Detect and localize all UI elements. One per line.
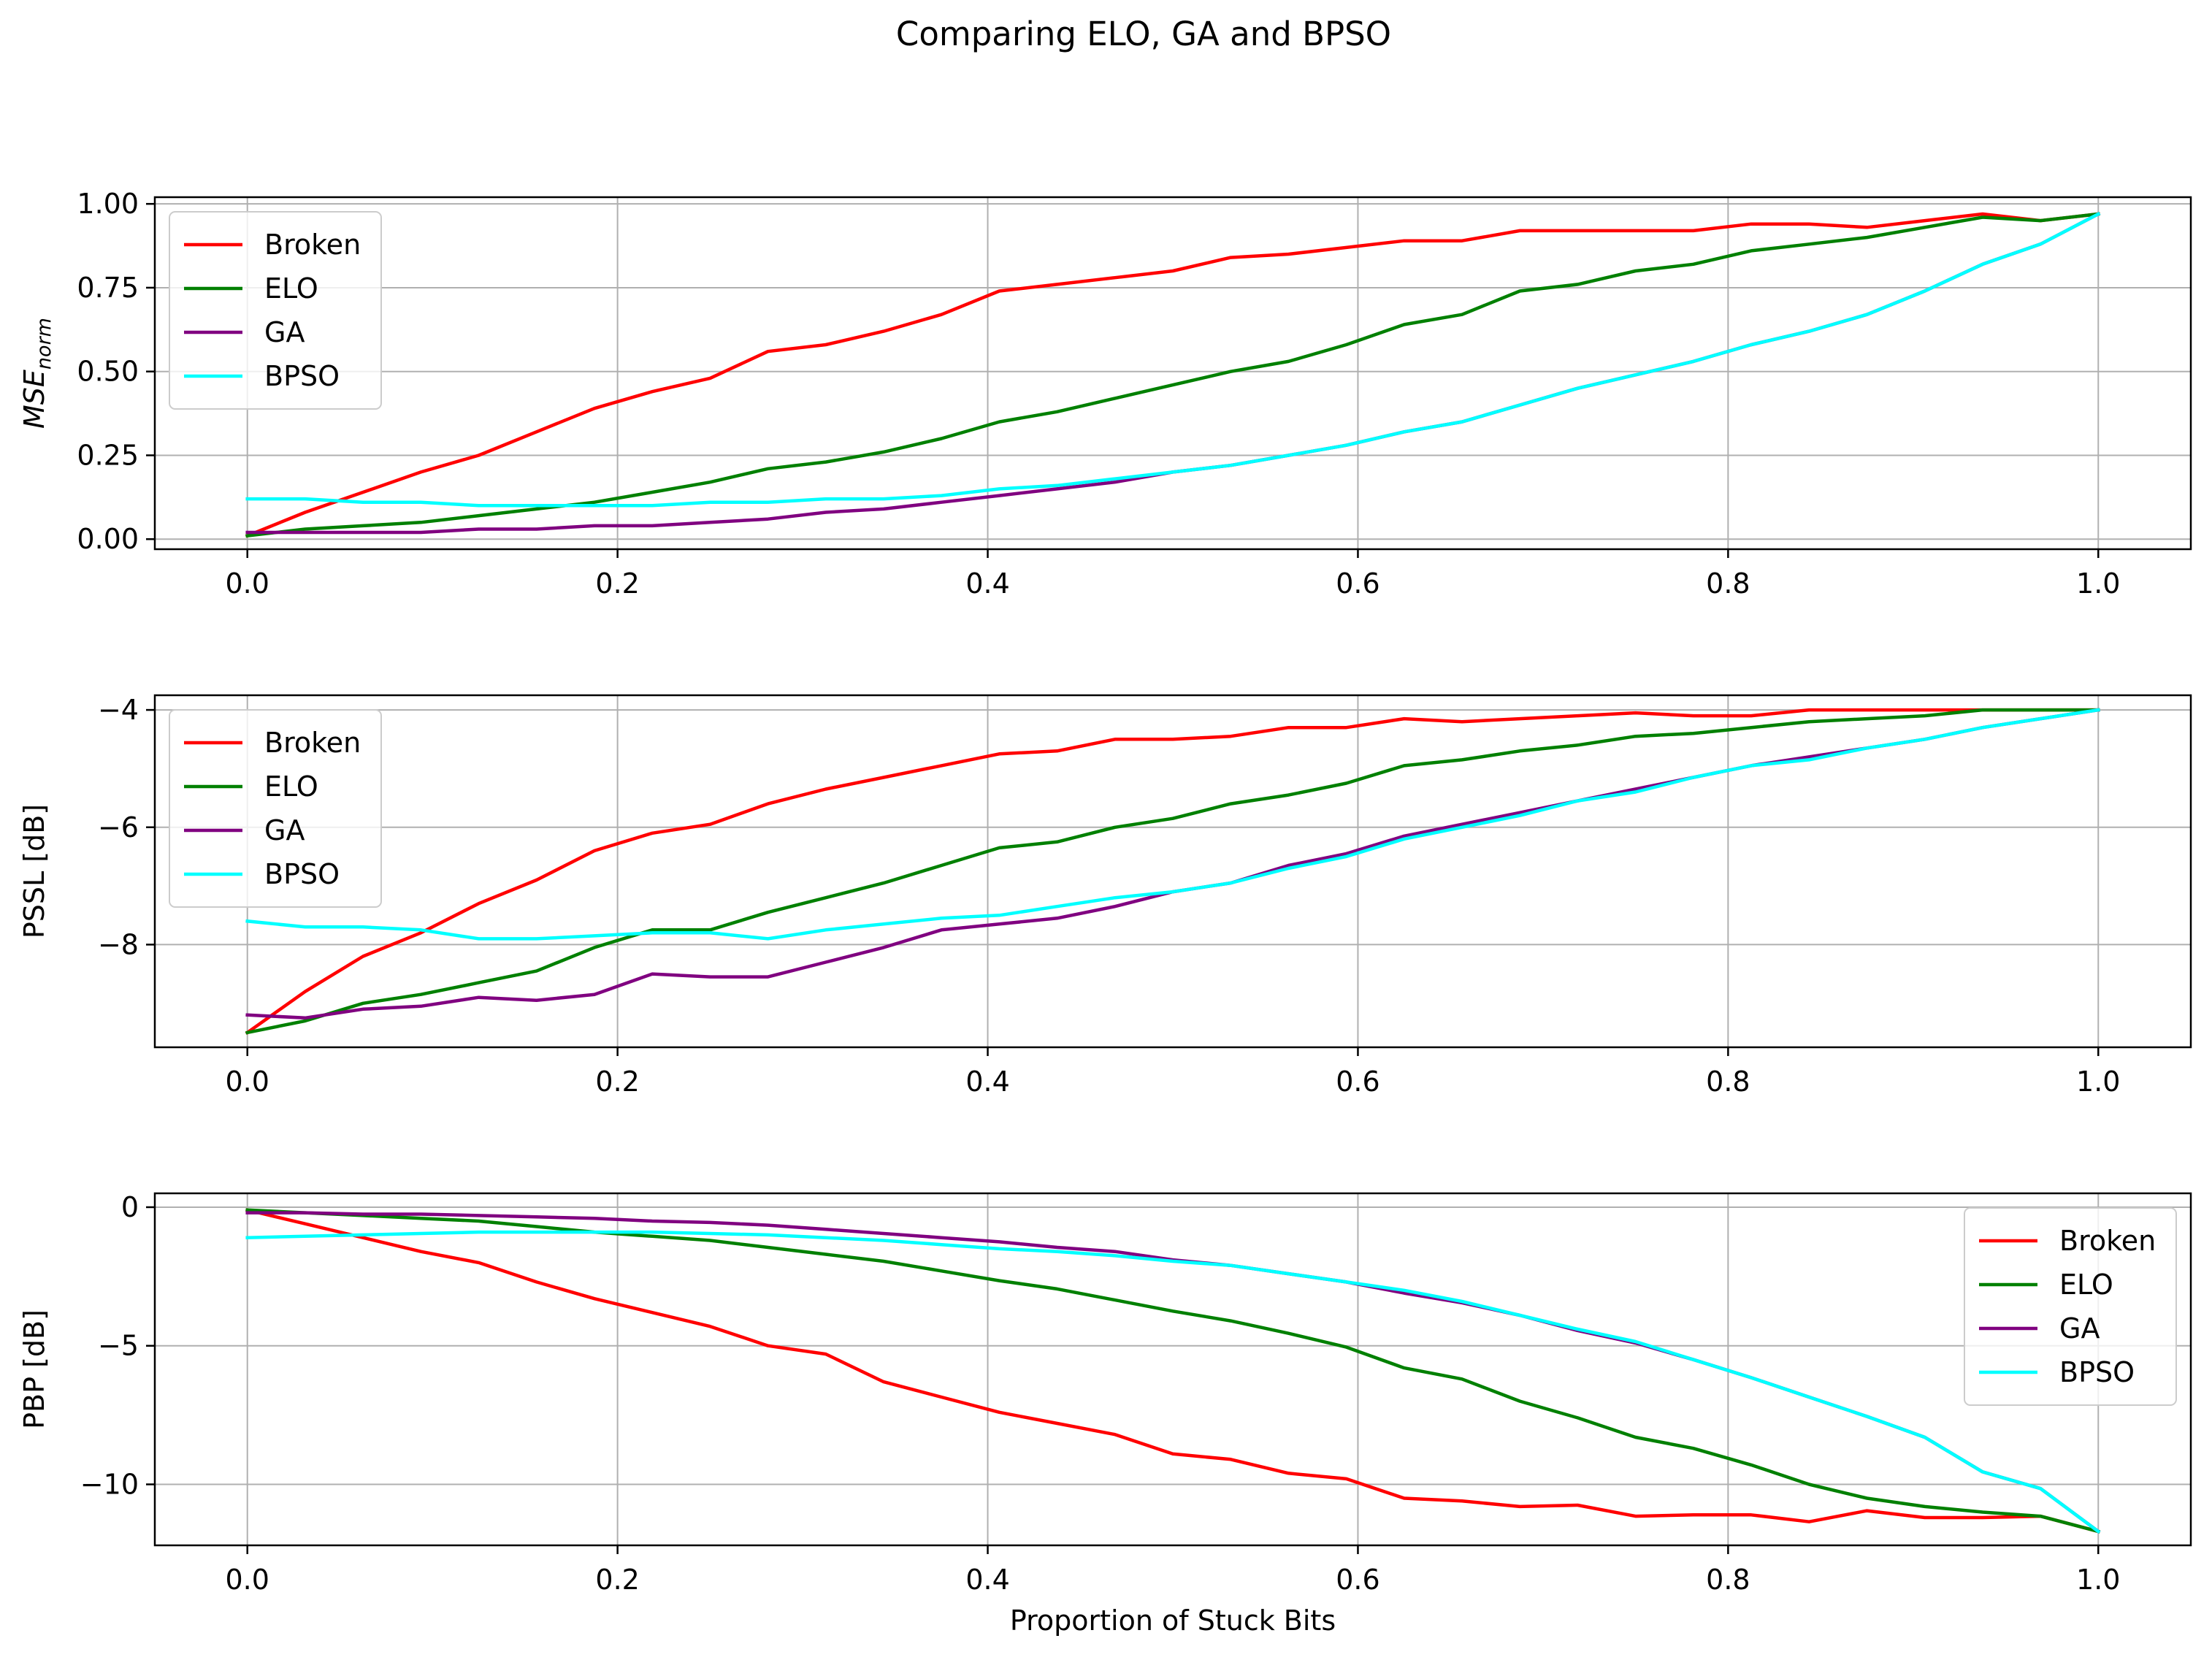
mse-series-group bbox=[245, 211, 2101, 538]
pssl-y-tick-label: −6 bbox=[98, 811, 139, 844]
pbp-legend-box bbox=[1964, 1207, 2177, 1406]
pssl-series-line-bpso bbox=[245, 708, 2100, 941]
mse-y-tick-label: 1.00 bbox=[77, 188, 139, 220]
mse-legend-label: Broken bbox=[264, 229, 361, 261]
pssl-x-tick-label: 0.6 bbox=[1336, 1066, 1379, 1098]
pssl-series-group bbox=[245, 708, 2100, 1036]
pbp-legend-label: GA bbox=[2059, 1312, 2100, 1345]
mse-y-axis-label-subscript: norm bbox=[33, 318, 56, 370]
pssl-series-line-broken bbox=[245, 708, 2100, 1036]
pbp-y-tick-label: −5 bbox=[98, 1330, 139, 1362]
pssl-legend: Broken ELO GA BPSO bbox=[169, 709, 382, 908]
mse-legend-label: GA bbox=[264, 316, 305, 348]
pbp-axes-frame bbox=[153, 1192, 2192, 1547]
pbp-legend-label: BPSO bbox=[2059, 1356, 2135, 1388]
pssl-legend-box bbox=[169, 709, 382, 908]
mse-x-tick-label: 1.0 bbox=[2076, 567, 2120, 600]
pssl-x-tick-label: 1.0 bbox=[2076, 1066, 2120, 1098]
pbp-x-tick-label: 1.0 bbox=[2076, 1564, 2120, 1596]
pssl-series-line-elo bbox=[245, 708, 2100, 1035]
pbp-legend: Broken ELO GA BPSO bbox=[1964, 1207, 2177, 1406]
figure-title: Comparing ELO, GA and BPSO bbox=[896, 15, 1391, 53]
pbp-subplot: 0.0 0.2 0.4 0.6 0.8 1.0 −10 −5 0 PBP [dB] Proporti… bbox=[18, 1191, 2192, 1637]
pssl-subplot: 0.0 0.2 0.4 0.6 0.8 1.0 −8 −6 −4 PSSL [dB] Broken E… bbox=[18, 694, 2192, 1098]
subplots: 0.0 0.2 0.4 0.6 0.8 1.00.000.250.500.751.00MS… bbox=[18, 188, 2192, 1637]
pssl-y-tick-label: −4 bbox=[98, 694, 139, 726]
pbp-x-tick-label: 0.6 bbox=[1336, 1564, 1379, 1596]
pbp-x-axis-label: Proportion of Stuck Bits bbox=[1010, 1604, 1336, 1637]
pssl-legend-label: Broken bbox=[264, 727, 361, 759]
mse-legend-box bbox=[169, 211, 382, 410]
mse-y-axis-label: MSEnorm bbox=[18, 318, 56, 429]
mse-x-tick-label: 0.6 bbox=[1336, 567, 1379, 600]
pssl-x-tick-label: 0.8 bbox=[1706, 1066, 1750, 1098]
mse-subplot: 0.0 0.2 0.4 0.6 0.8 1.0 0.00 0.25 0.50 0.75 1.00 MS… bbox=[18, 188, 2192, 600]
mse-x-tick-label: 0.4 bbox=[965, 567, 1009, 600]
pssl-x-tick-label: 0.0 bbox=[226, 1066, 269, 1098]
pbp-series-line-broken bbox=[245, 1208, 2101, 1534]
pbp-y-axis-label: PBP [dB] bbox=[18, 1309, 50, 1429]
pssl-x-tick-label: 0.4 bbox=[965, 1066, 1009, 1098]
mse-legend-label: ELO bbox=[264, 272, 318, 305]
pssl-axes-frame bbox=[153, 694, 2192, 1049]
mse-x-tick-label: 0.8 bbox=[1706, 567, 1750, 600]
pssl-y-tick-label: −8 bbox=[98, 928, 139, 960]
pbp-series-group bbox=[245, 1208, 2101, 1534]
mse-x-tick-label: 0.0 bbox=[226, 567, 269, 600]
mse-y-axis-label-main: MSE bbox=[18, 370, 50, 429]
mse-legend-label: BPSO bbox=[264, 360, 340, 392]
mse-x-tick-label: 0.2 bbox=[595, 567, 639, 600]
pbp-x-tick-label: 0.4 bbox=[965, 1564, 1009, 1596]
pssl-y-axis-label: PSSL [dB] bbox=[18, 804, 50, 938]
mse-series-line-broken bbox=[245, 212, 2100, 538]
mse-y-tick-label: 0.00 bbox=[77, 523, 139, 555]
pbp-legend-label: ELO bbox=[2059, 1269, 2113, 1301]
pbp-x-tick-label: 0.2 bbox=[595, 1564, 639, 1596]
pbp-x-tick-label: 0.0 bbox=[226, 1564, 269, 1596]
pbp-y-tick-label: −10 bbox=[80, 1469, 139, 1501]
pbp-series-line-elo bbox=[245, 1208, 2101, 1534]
pbp-x-tick-label: 0.8 bbox=[1706, 1564, 1750, 1596]
mse-legend: Broken ELO GA BPSO bbox=[169, 211, 382, 410]
mse-series-line-bpso bbox=[245, 211, 2101, 508]
pssl-x-tick-label: 0.2 bbox=[595, 1066, 639, 1098]
pssl-legend-label: BPSO bbox=[264, 858, 340, 890]
pssl-legend-label: GA bbox=[264, 814, 305, 846]
pssl-legend-label: ELO bbox=[264, 770, 318, 803]
pbp-y-tick-label: 0 bbox=[121, 1191, 139, 1223]
pbp-series-line-bpso bbox=[245, 1230, 2101, 1534]
mse-y-tick-label: 0.50 bbox=[77, 356, 139, 388]
mse-y-tick-label: 0.25 bbox=[77, 439, 139, 471]
mse-axes-frame bbox=[153, 196, 2192, 551]
pbp-legend-label: Broken bbox=[2059, 1225, 2156, 1257]
mse-y-tick-label: 0.75 bbox=[77, 272, 139, 304]
